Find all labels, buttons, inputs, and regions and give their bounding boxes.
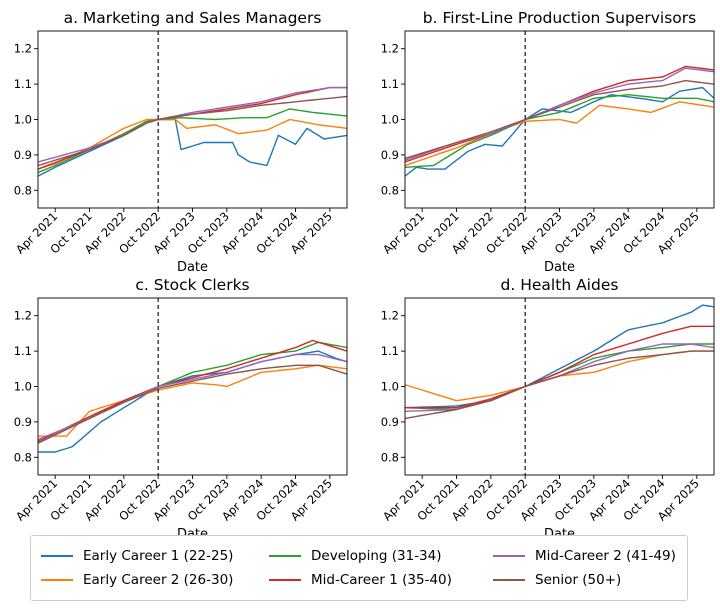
legend: Early Career 1 (22-25) Early Career 2 (2… — [30, 535, 688, 601]
legend-swatch-developing — [269, 555, 301, 557]
y-tick-label: 1.1 — [14, 344, 32, 358]
axes-frame — [37, 30, 348, 209]
y-tick-label: 0.8 — [14, 183, 32, 197]
legend-item-early-career-2: Early Career 2 (26-30) — [41, 569, 233, 591]
legend-swatch-mid-career-1 — [269, 579, 301, 581]
series-line-senior — [405, 350, 714, 420]
series-line-early2 — [38, 364, 347, 437]
series-line-mid1 — [38, 339, 347, 443]
series-line-early1 — [405, 86, 714, 177]
legend-swatch-mid-career-2 — [493, 555, 525, 557]
y-tick-label: 1.2 — [14, 309, 32, 323]
series-line-senior — [38, 364, 347, 444]
legend-swatch-senior — [493, 579, 525, 581]
y-tick-label: 0.9 — [14, 148, 32, 162]
y-tick-label: 1.2 — [381, 42, 399, 56]
series-group — [405, 65, 714, 177]
legend-label-developing: Developing (31-34) — [311, 548, 442, 564]
chart-title: b. First-Line Production Supervisors — [423, 9, 696, 27]
x-axis-label: Date — [544, 260, 575, 275]
axes-frame — [37, 297, 348, 476]
legend-item-early-career-1: Early Career 1 (22-25) — [41, 545, 233, 567]
chart-panel-1: a. Marketing and Sales Managers 0.8 0.9 1.0… — [13, 9, 348, 275]
series-line-senior — [405, 79, 714, 160]
series-group — [405, 304, 714, 420]
y-tick-label: 0.9 — [381, 148, 399, 162]
legend-label-early-career-1: Early Career 1 (22-25) — [83, 548, 234, 564]
legend-label-mid-career-2: Mid-Career 2 (41-49) — [535, 548, 676, 564]
y-tick-label: 1.2 — [381, 309, 399, 323]
y-tick-label: 1.0 — [381, 113, 399, 127]
series-line-mid1 — [405, 325, 714, 409]
legend-label-mid-career-1: Mid-Career 1 (35-40) — [311, 572, 452, 588]
series-line-developing — [405, 93, 714, 168]
series-line-mid1 — [405, 65, 714, 163]
chart-title: d. Health Aides — [501, 276, 619, 294]
legend-swatch-early-career-1 — [41, 555, 73, 557]
chart-title: a. Marketing and Sales Managers — [64, 9, 322, 27]
y-tick-label: 1.0 — [14, 113, 32, 127]
series-line-developing — [38, 341, 347, 444]
series-line-mid1 — [38, 86, 347, 170]
legend-label-early-career-2: Early Career 2 (26-30) — [83, 572, 234, 588]
y-tick-label: 0.8 — [14, 450, 32, 464]
series-line-early1 — [405, 304, 714, 409]
y-tick-label: 0.8 — [381, 183, 399, 197]
legend-swatch-early-career-2 — [41, 579, 73, 581]
series-line-developing — [38, 108, 347, 174]
series-group — [38, 339, 347, 453]
axes-frame — [404, 297, 715, 476]
y-tick-label: 1.1 — [381, 77, 399, 91]
series-line-senior — [38, 95, 347, 167]
y-tick-label: 0.9 — [14, 415, 32, 429]
legend-item-mid-career-1: Mid-Career 1 (35-40) — [269, 569, 452, 591]
series-line-early1 — [38, 118, 347, 177]
y-tick-label: 0.8 — [381, 450, 399, 464]
legend-item-mid-career-2: Mid-Career 2 (41-49) — [493, 545, 676, 567]
chart-title: c. Stock Clerks — [135, 276, 249, 294]
legend-item-developing: Developing (31-34) — [269, 545, 442, 567]
y-tick-label: 1.1 — [14, 77, 32, 91]
series-line-mid2 — [38, 86, 347, 163]
series-line-early1 — [38, 350, 347, 453]
series-line-early2 — [38, 118, 347, 170]
y-tick-label: 0.9 — [381, 415, 399, 429]
y-tick-label: 1.2 — [14, 42, 32, 56]
chart-panel-2: b. First-Line Production Supervisors 0.8 0… — [380, 9, 715, 275]
y-tick-label: 1.0 — [381, 380, 399, 394]
series-group — [38, 86, 347, 177]
series-line-early2 — [405, 101, 714, 167]
legend-item-senior: Senior (50+) — [493, 569, 621, 591]
legend-label-senior: Senior (50+) — [535, 572, 622, 588]
y-tick-label: 1.1 — [381, 344, 399, 358]
y-tick-label: 1.0 — [14, 380, 32, 394]
x-axis-label: Date — [177, 260, 208, 275]
